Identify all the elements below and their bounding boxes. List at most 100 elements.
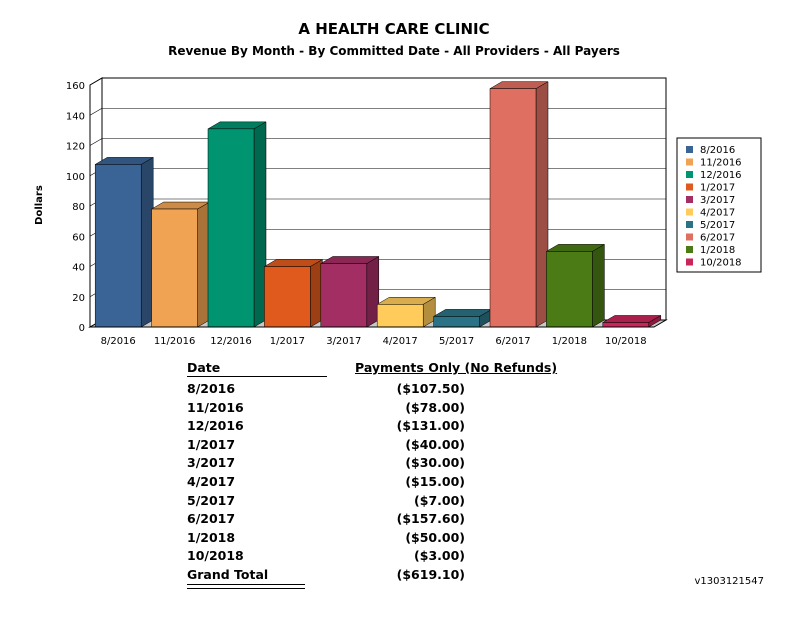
x-tick-label: 12/2016 [210,336,252,347]
x-tick-label: 8/2016 [101,336,136,347]
y-tick-label: 40 [72,263,85,274]
bar [150,201,211,328]
date-column-header: Date [187,360,327,377]
bar-front [546,251,593,328]
x-tick-label: 1/2017 [270,336,305,347]
axes [89,85,654,328]
row-amount: ($50.00) [405,529,465,545]
x-tick-label: 10/2018 [605,336,647,347]
row-date: 1/2018 [187,529,236,545]
bar-front [207,128,255,328]
bar [263,259,324,328]
table-row: 4/2017 ($15.00) [187,474,587,492]
legend-label: 5/2017 [700,220,735,231]
x-tick-label: 6/2017 [495,336,530,347]
row-amount: ($3.00) [414,548,465,564]
y-tick-label: 140 [66,111,85,122]
bar-front [94,164,142,328]
table-row: 1/2018 ($50.00) [187,530,587,548]
legend-swatch [686,146,693,153]
table-row: 5/2017 ($7.00) [187,493,587,511]
legend-swatch [686,221,693,228]
row-amount: ($40.00) [405,436,465,452]
row-amount: ($107.50) [396,381,465,396]
bar [319,256,380,328]
bar [207,121,267,328]
row-amount: ($78.00) [405,399,465,415]
x-tick-label: 1/2018 [552,336,587,347]
payments-column-header: Payments Only (No Refunds) [355,360,558,375]
legend-swatch [686,246,693,253]
y-tick-label: 100 [66,172,85,183]
bar-front [151,208,198,328]
row-amount: ($7.00) [414,492,465,508]
legend-label: 1/2017 [700,183,735,194]
row-date: 3/2017 [187,455,236,471]
table-row: 6/2017 ($157.60) [187,511,587,529]
bar-front [320,263,368,328]
legend-label: 8/2016 [700,145,735,156]
grand-total-label: Grand Total [187,567,269,582]
row-date: 4/2017 [187,474,236,489]
legend-swatch [686,158,693,166]
table-row: 11/2016 ($78.00) [187,400,587,418]
bar [432,308,493,328]
legend-swatch [686,196,693,203]
row-date: 10/2018 [187,548,244,564]
legend-swatch [686,233,693,241]
x-tick-label: 3/2017 [326,336,361,347]
table-row: 1/2017 ($40.00) [187,437,587,455]
grid-line [89,107,103,116]
grand-total-double-underline [187,584,305,589]
y-tick-label: 120 [66,142,85,153]
table-row: 3/2017 ($30.00) [187,455,587,473]
y-tick-labels: 0 20 40 60 80 100 120 140 160 [66,81,85,334]
x-tick-label: 5/2017 [439,336,474,347]
version-label: v1303121547 [694,576,764,587]
x-tick-label: 4/2017 [383,336,418,347]
table-row: 8/2016 ($107.50) [187,381,587,399]
page-title: A HEALTH CARE CLINIC [298,20,490,38]
legend-label: 1/2018 [700,245,735,256]
table-row: 10/2018 ($3.00) [187,548,587,566]
bar-side [592,243,605,328]
legend-label: 4/2017 [700,208,735,219]
legend-label: 11/2016 [700,158,742,169]
y-axis-label: Dollars [34,185,45,225]
legend-label: 3/2017 [700,195,735,206]
y-tick-label: 160 [66,81,85,92]
y-tick-label: 60 [72,232,85,243]
bar [489,81,549,328]
bar-front [376,304,424,328]
bar-front [433,316,480,328]
row-amount: ($131.00) [396,418,465,434]
row-date: 12/2016 [187,418,244,434]
row-date: 11/2016 [187,399,244,415]
bar [376,296,437,328]
y-tick-label: 80 [72,202,85,213]
bars [94,81,662,328]
x-tick-labels: 8/2016 11/2016 12/2016 1/2017 3/2017 4/2017 5/… [101,336,647,347]
page-subtitle: Revenue By Month - By Committed Date - A… [168,44,620,58]
table-row: 12/2016 ($131.00) [187,418,587,436]
bar [545,243,606,328]
y-tick-label: 0 [79,323,85,334]
row-amount: ($15.00) [405,474,465,489]
grid-line [89,138,103,146]
legend-label: 12/2016 [700,170,742,181]
legend-label: 6/2017 [700,233,735,244]
grand-total-row: Grand Total ($619.10) [187,567,587,585]
legend-swatch [686,183,693,191]
bar [601,315,662,328]
legend-swatch [686,258,693,266]
y-tick-label: 20 [72,293,85,304]
bar [94,156,155,328]
legend-label: 10/2018 [700,258,742,269]
row-amount: ($30.00) [405,455,465,471]
row-amount: ($157.60) [396,511,465,527]
grand-total-amount: ($619.10) [396,567,465,582]
row-date: 5/2017 [187,492,236,508]
legend-swatch [686,208,693,216]
